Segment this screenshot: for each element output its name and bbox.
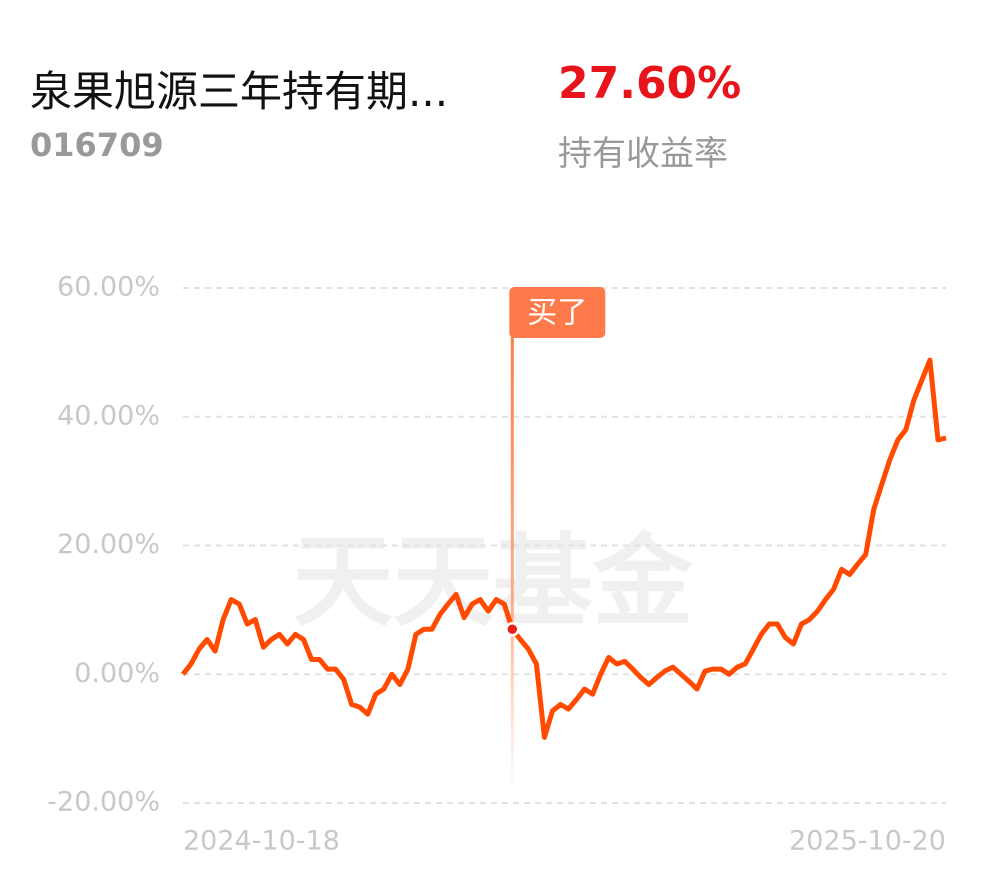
x-tick-label: 2024-10-18 — [183, 826, 340, 857]
fund-title[interactable]: 泉果旭源三年持有期... — [30, 67, 449, 116]
y-tick-label: -20.00% — [47, 787, 160, 818]
y-tick-label: 60.00% — [57, 272, 160, 303]
watermark: 天天基金 — [293, 522, 694, 640]
fund-code: 016709 — [30, 126, 164, 164]
buy-line — [510, 330, 514, 796]
y-tick-label: 40.00% — [57, 400, 160, 431]
return-label: 持有收益率 — [558, 134, 728, 174]
x-tick-label: 2025-10-20 — [789, 826, 946, 857]
buy-point — [505, 621, 520, 637]
buy-label: 买了 — [527, 296, 587, 331]
price-line — [181, 357, 947, 740]
y-tick-label: 0.00% — [74, 658, 160, 689]
y-tick-label: 20.00% — [57, 529, 160, 560]
buy-tag — [509, 287, 606, 338]
return-value: 27.60% — [558, 58, 742, 109]
